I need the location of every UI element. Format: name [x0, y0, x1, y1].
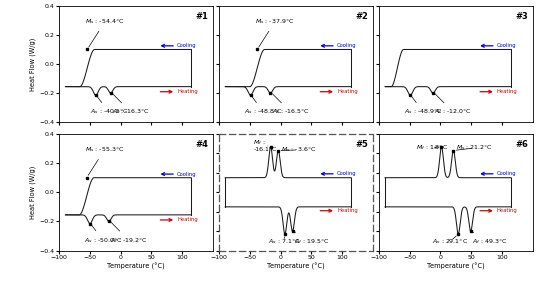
Text: $A_f$ : -12.0°C: $A_f$ : -12.0°C [434, 94, 472, 116]
Text: $A_s$ : -50.0°C: $A_s$ : -50.0°C [84, 225, 122, 245]
Text: Cooling: Cooling [497, 171, 516, 176]
Text: $M_s$ : -37.9°C: $M_s$ : -37.9°C [256, 17, 295, 47]
Text: #6: #6 [515, 140, 528, 149]
Text: $M_s$ : 21.2°C: $M_s$ : 21.2°C [456, 143, 492, 152]
Text: $M_s$ : -55.3°C: $M_s$ : -55.3°C [85, 145, 124, 175]
Text: $A_f$ : -16.3°C: $A_f$ : -16.3°C [112, 94, 150, 116]
Text: $A_s$ : -40.5°C: $A_s$ : -40.5°C [90, 97, 128, 116]
Text: #3: #3 [515, 12, 528, 20]
Text: #1: #1 [195, 12, 208, 20]
Text: $M_f$ :
-16.1°C: $M_f$ : -16.1°C [253, 138, 277, 152]
Text: $A_s$ : -48.9°C: $A_s$ : -48.9°C [404, 97, 443, 116]
Text: $A_s$ : 29.1°C: $A_s$ : 29.1°C [433, 236, 469, 246]
Y-axis label: Heat Flow (W/g): Heat Flow (W/g) [30, 37, 37, 91]
Text: $M_s$ : -54.4°C: $M_s$ : -54.4°C [86, 17, 125, 47]
Text: $M_f$ : 1.8°C: $M_f$ : 1.8°C [416, 143, 448, 152]
Text: $A_s$ : -48.8°C: $A_s$ : -48.8°C [244, 97, 282, 116]
Text: Heating: Heating [497, 89, 518, 94]
Text: Cooling: Cooling [177, 43, 197, 48]
Text: $M_s$ : -3.6°C: $M_s$ : -3.6°C [281, 145, 316, 154]
Text: #2: #2 [355, 12, 368, 20]
Text: $A_f$ : 49.3°C: $A_f$ : 49.3°C [472, 232, 507, 246]
Text: Heating: Heating [177, 217, 198, 222]
Text: $A_f$ : -16.5°C: $A_f$ : -16.5°C [272, 94, 309, 116]
Text: Heating: Heating [497, 208, 518, 213]
Y-axis label: Heat Flow (W/g): Heat Flow (W/g) [30, 166, 37, 219]
Text: Heating: Heating [337, 208, 358, 213]
Text: $A_f$ : 19.5°C: $A_f$ : 19.5°C [294, 232, 329, 246]
Text: #5: #5 [355, 140, 368, 149]
Text: Cooling: Cooling [497, 43, 516, 48]
X-axis label: Temperature (°C): Temperature (°C) [427, 263, 485, 270]
Text: $A_f$ : -19.2°C: $A_f$ : -19.2°C [110, 222, 147, 245]
Text: $A_s$ : 7.1°C: $A_s$ : 7.1°C [268, 237, 300, 246]
Text: Heating: Heating [177, 89, 198, 94]
Text: Cooling: Cooling [337, 43, 357, 48]
X-axis label: Temperature (°C): Temperature (°C) [267, 263, 325, 270]
Text: Cooling: Cooling [177, 172, 197, 177]
Text: Heating: Heating [337, 89, 358, 94]
Text: Cooling: Cooling [337, 171, 357, 176]
Text: #4: #4 [195, 140, 208, 149]
X-axis label: Temperature (°C): Temperature (°C) [107, 263, 165, 270]
